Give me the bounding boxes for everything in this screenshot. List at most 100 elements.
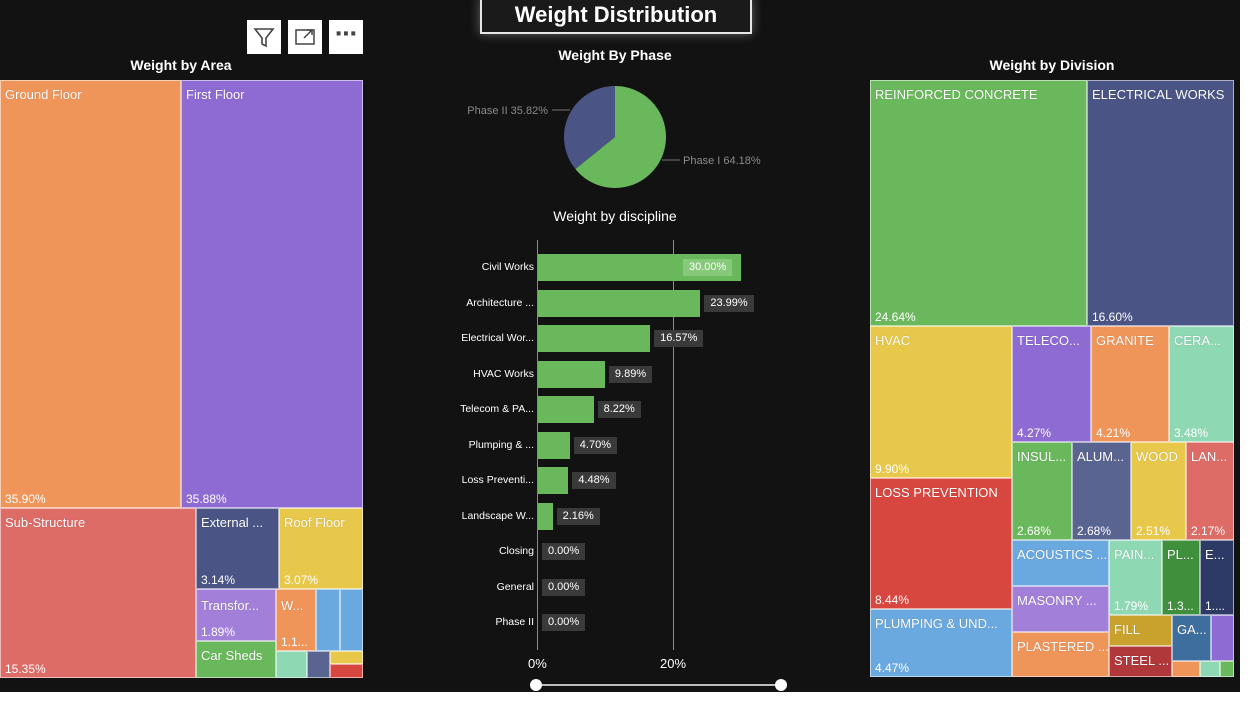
zoom-slider-handle-right[interactable] [775,679,787,691]
division-tile[interactable]: STEEL ... [1109,646,1172,677]
category-label: Plumping & ... [468,438,534,451]
filter-button[interactable] [247,20,281,54]
bar[interactable] [538,360,605,388]
area-tile[interactable]: External ... 3.14% [196,508,279,589]
tile-value: 35.88% [186,492,227,506]
data-label: 0.00% [542,578,586,596]
bar[interactable] [538,467,569,494]
area-tile[interactable]: Sub-Structure 15.35% [0,508,196,678]
data-label: 0.00% [542,614,586,631]
division-tile[interactable]: GA... [1172,615,1211,661]
division-tile[interactable]: HVAC 9.90% [870,326,1012,478]
division-tile[interactable]: ELECTRICAL WORKS 16.60% [1087,80,1234,326]
tile-value: 2.51% [1136,524,1171,538]
focus-mode-button[interactable] [288,20,322,54]
tile-value: 2.68% [1017,524,1052,538]
division-chart-title: Weight by Division [989,57,1115,73]
area-tile-small[interactable] [276,651,307,678]
division-tile[interactable]: REINFORCED CONCRETE 24.64% [870,80,1087,326]
bar[interactable] [538,502,553,530]
tile-label: WOOD [1136,449,1178,464]
bar[interactable] [538,289,701,317]
bar[interactable] [538,396,594,423]
bar[interactable] [538,325,651,352]
phase-chart-title: Weight By Phase [558,47,672,63]
division-tile-small[interactable] [1211,615,1234,661]
tile-label: TELECO... [1017,333,1080,348]
data-label: 8.22% [597,401,641,418]
pie-slice-phase-i[interactable] [575,86,666,188]
tile-value: 24.64% [875,310,916,324]
page-title: Weight Distribution [480,0,752,34]
tile-value: 1.... [1205,599,1226,613]
tile-label: External ... [201,515,264,530]
pie-data-label: Phase II 35.82% [467,105,548,117]
data-label: 4.70% [573,436,617,454]
division-tile[interactable]: WOOD 2.51% [1131,442,1186,540]
tile-label: Transfor... [201,598,260,613]
zoom-slider-track[interactable] [536,684,781,686]
tile-label: PAIN... [1114,547,1155,562]
pie-slice-phase-ii[interactable] [564,86,615,170]
tile-label: PLUMPING & UND... [875,616,998,631]
zoom-slider-handle-left[interactable] [530,679,542,691]
tile-value: 1.89% [201,625,236,639]
area-tile[interactable]: Transfor... 1.89% [196,589,276,641]
division-tile[interactable]: PAIN... 1.79% [1109,540,1162,615]
data-label: 30.00% [683,259,733,276]
division-tile[interactable]: MASONRY ... [1012,586,1109,632]
division-tile[interactable]: ALUM... 2.68% [1072,442,1131,540]
area-tile-small[interactable] [340,589,363,651]
tile-label: FILL [1114,622,1141,637]
division-tile-small[interactable] [1220,661,1234,677]
division-tile[interactable]: LAN... 2.17% [1186,442,1234,540]
tile-label: PLASTERED ... [1017,639,1109,654]
division-tile[interactable]: ACOUSTICS ... [1012,540,1109,586]
area-tile-small[interactable] [316,589,340,651]
more-options-icon: ⋯ [335,22,357,47]
division-tile[interactable]: LOSS PREVENTION 8.44% [870,478,1012,609]
tile-label: LOSS PREVENTION [875,485,998,500]
tile-value: 16.60% [1092,310,1133,324]
tile-value: 3.07% [284,573,319,587]
bar[interactable] [538,431,570,459]
gridline-20 [673,240,674,650]
tile-value: 9.90% [875,462,910,476]
division-tile[interactable]: PL... 1.3... [1162,540,1200,615]
area-tile[interactable]: W... 1.1... [276,589,316,651]
division-tile[interactable]: TELECO... 4.27% [1012,326,1091,442]
area-tile[interactable]: Car Sheds [196,641,276,678]
area-tile-small[interactable] [330,664,363,678]
tile-value: 2.68% [1077,524,1112,538]
tile-value: 4.21% [1096,426,1131,440]
tile-value: 15.35% [5,662,46,676]
division-tile[interactable]: CERA... 3.48% [1169,326,1234,442]
division-tile[interactable]: PLUMPING & UND... 4.47% [870,609,1012,677]
area-tile[interactable]: Ground Floor 35.90% [0,80,181,508]
division-tile-small[interactable] [1172,661,1200,677]
division-tile[interactable]: E... 1.... [1200,540,1234,615]
area-tile-small[interactable] [330,651,363,664]
filter-icon [253,28,275,48]
area-tile[interactable]: First Floor 35.88% [181,80,363,508]
tile-value: 1.3... [1167,599,1194,613]
tile-label: PL... [1167,547,1194,562]
area-tile[interactable]: Roof Floor 3.07% [279,508,363,589]
tile-label: ACOUSTICS ... [1017,547,1108,562]
division-tile[interactable]: GRANITE 4.21% [1091,326,1169,442]
tile-value: 3.48% [1174,426,1209,440]
division-tile-small[interactable] [1200,661,1220,677]
area-tile-small[interactable] [307,651,330,678]
division-tile[interactable]: FILL [1109,615,1172,646]
report-canvas: Weight Distribution ⋯ Weight by Area Gro… [0,0,1240,692]
division-tile[interactable]: PLASTERED ... [1012,632,1109,677]
tile-label: Car Sheds [201,648,263,663]
division-tile[interactable]: INSUL... 2.68% [1012,442,1072,540]
area-chart-title: Weight by Area [130,57,232,73]
tile-label: CERA... [1174,333,1221,348]
tile-value: 8.44% [875,593,910,607]
more-options-button[interactable]: ⋯ [329,20,363,54]
tile-label: REINFORCED CONCRETE [875,87,1038,102]
pie-data-label: Phase I 64.18% [683,155,761,167]
tile-label: ALUM... [1077,449,1124,464]
